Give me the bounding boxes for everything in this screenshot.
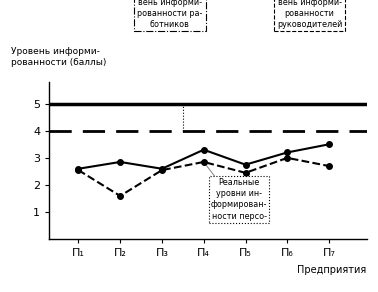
Text: Требуемый уро-
вень информи-
рованности ра-
ботников: Требуемый уро- вень информи- рованности … <box>136 0 204 29</box>
Text: Требуемый уро-
вень информи-
рованности
руководителей: Требуемый уро- вень информи- рованности … <box>276 0 343 29</box>
Text: Предприятия: Предприятия <box>297 265 367 275</box>
Text: Уровень информи-
рованности (баллы): Уровень информи- рованности (баллы) <box>11 47 107 67</box>
Text: Реальные
уровни ин-
формирован-
ности персо-: Реальные уровни ин- формирован- ности пе… <box>211 178 267 220</box>
